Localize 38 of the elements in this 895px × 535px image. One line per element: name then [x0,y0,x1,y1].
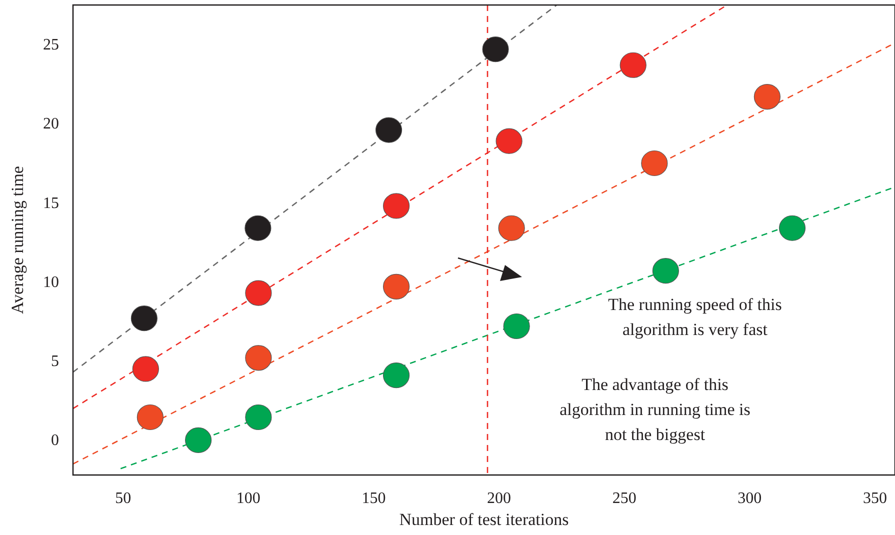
point [375,117,402,143]
point [503,313,530,340]
x-tick-label: 250 [612,490,636,507]
x-tick-label: 50 [115,490,132,507]
y-tick-label: 25 [43,36,59,54]
y-tick-label: 5 [51,353,59,370]
y-axis-title: Average running time [8,166,27,314]
point [498,215,525,241]
y-tick-label: 0 [51,432,59,450]
x-tick-label: 150 [362,490,386,507]
y-tick-label: 10 [43,274,59,291]
point [136,404,164,430]
point [245,345,272,371]
point [132,356,159,382]
x-tick-label: 300 [738,490,762,507]
point [130,306,158,332]
point [652,258,679,284]
x-axis-title: Number of test iterations [399,510,569,529]
y-tick-label: 20 [43,116,59,133]
point [382,193,410,219]
point [245,280,272,306]
x-tick-label: 100 [236,490,260,507]
annotation: The advantage of this algorithm in running time is not the biggest [560,375,750,444]
x-tick-label: 350 [862,490,887,507]
point [382,274,410,300]
point [496,128,522,154]
annotation: The running speed of this algorithm is very fast [608,295,782,339]
point [620,52,646,78]
point [245,404,272,430]
point [382,362,410,388]
point [482,36,509,62]
point [754,84,780,110]
point [244,215,272,241]
y-tick-label: 15 [43,194,59,212]
x-tick-label: 200 [487,490,512,507]
point [185,427,212,453]
point [641,150,668,176]
point [778,215,806,241]
